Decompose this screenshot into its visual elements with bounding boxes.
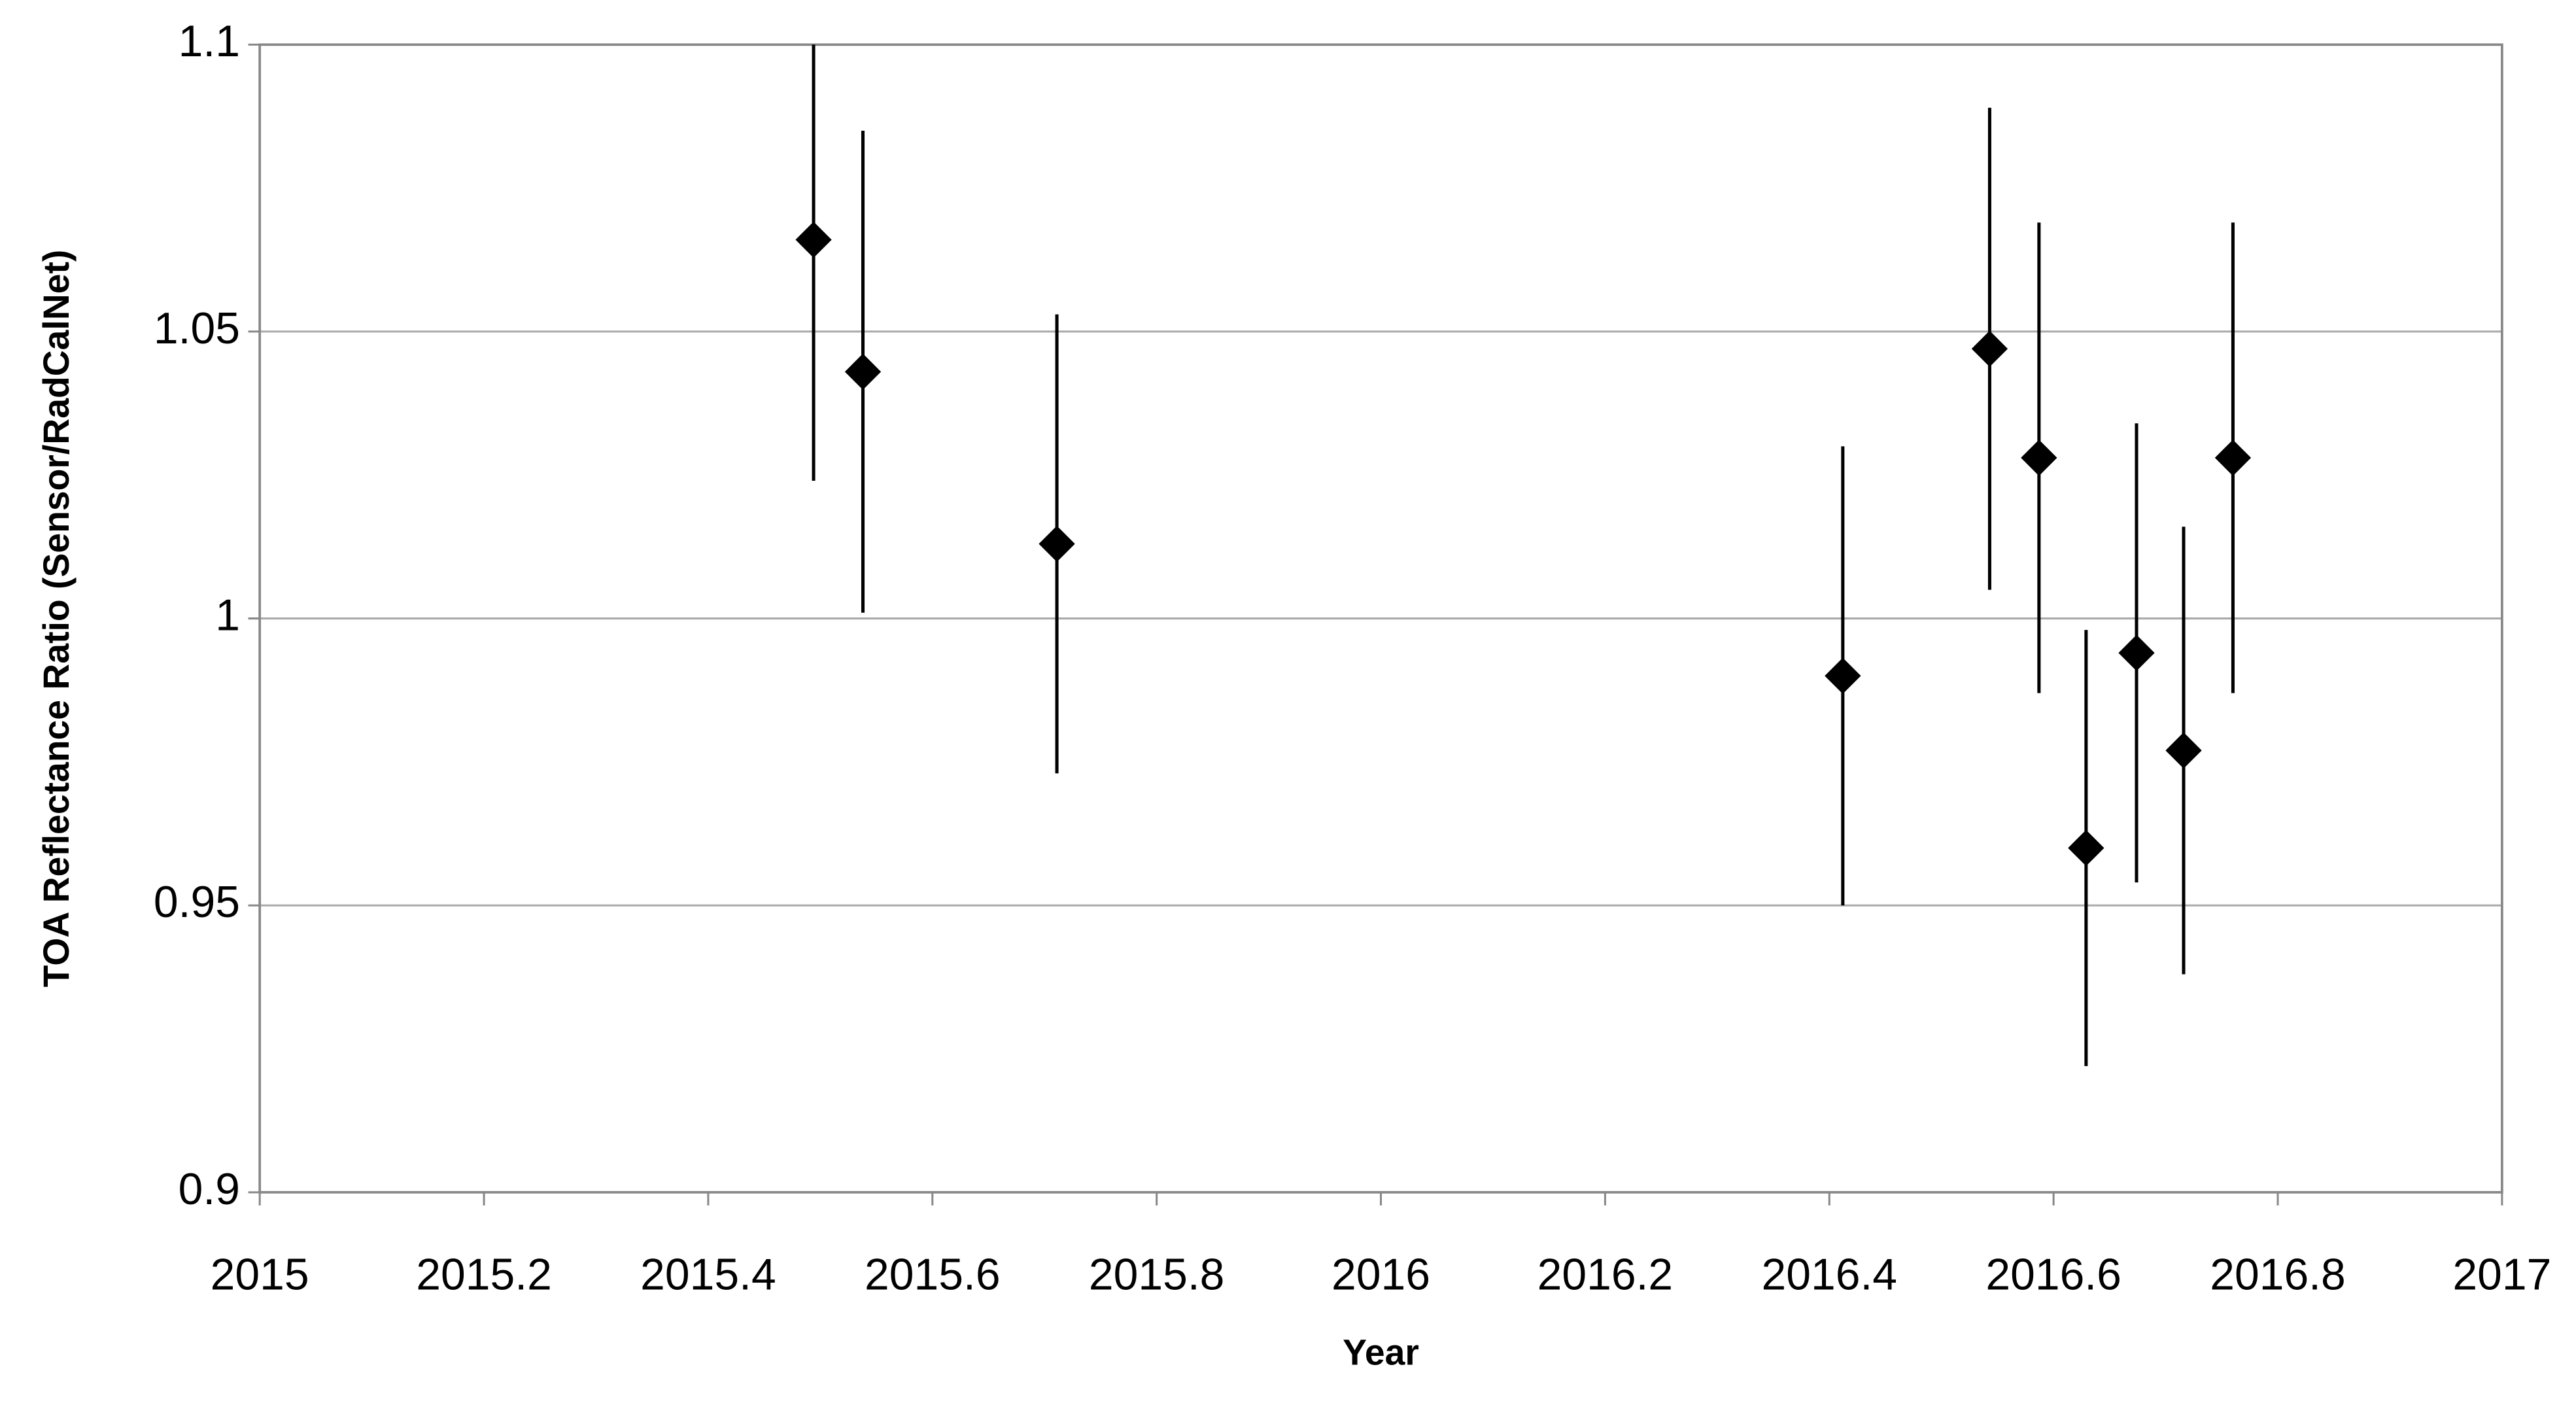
- marker: [1039, 525, 1075, 563]
- x-tick-label: 2015.8: [1089, 1250, 1225, 1299]
- marker: [1825, 657, 1861, 694]
- y-tick-label: 1.05: [154, 304, 240, 353]
- marker: [795, 221, 832, 258]
- x-tick-label: 2017: [2452, 1250, 2551, 1299]
- marker: [2021, 440, 2057, 476]
- y-tick-label: 0.95: [154, 878, 240, 927]
- marker: [2165, 732, 2202, 769]
- x-tick-label: 2016: [1331, 1250, 1430, 1299]
- marker: [844, 353, 882, 390]
- y-tick-label: 1.1: [179, 17, 240, 66]
- marker: [2118, 634, 2155, 671]
- x-tick-label: 2015.6: [865, 1250, 1001, 1299]
- x-tick-label: 2015.4: [640, 1250, 776, 1299]
- x-axis-title: Year: [1343, 1332, 1419, 1372]
- y-axis-title: TOA Reflectance Ratio (Sensor/RadCalNet): [36, 250, 77, 988]
- x-tick-label: 2015: [211, 1250, 309, 1299]
- x-tick-label: 2016.8: [2210, 1250, 2346, 1299]
- x-tick-label: 2015.2: [416, 1250, 552, 1299]
- x-tick-label: 2016.2: [1537, 1250, 1674, 1299]
- marker: [2214, 440, 2252, 476]
- y-tick-label: 1: [215, 591, 240, 640]
- x-tick-label: 2016.6: [1985, 1250, 2121, 1299]
- x-tick-label: 2016.4: [1761, 1250, 1897, 1299]
- y-tick-label: 0.9: [179, 1165, 240, 1214]
- marker: [2068, 829, 2104, 867]
- marker: [1971, 330, 2008, 367]
